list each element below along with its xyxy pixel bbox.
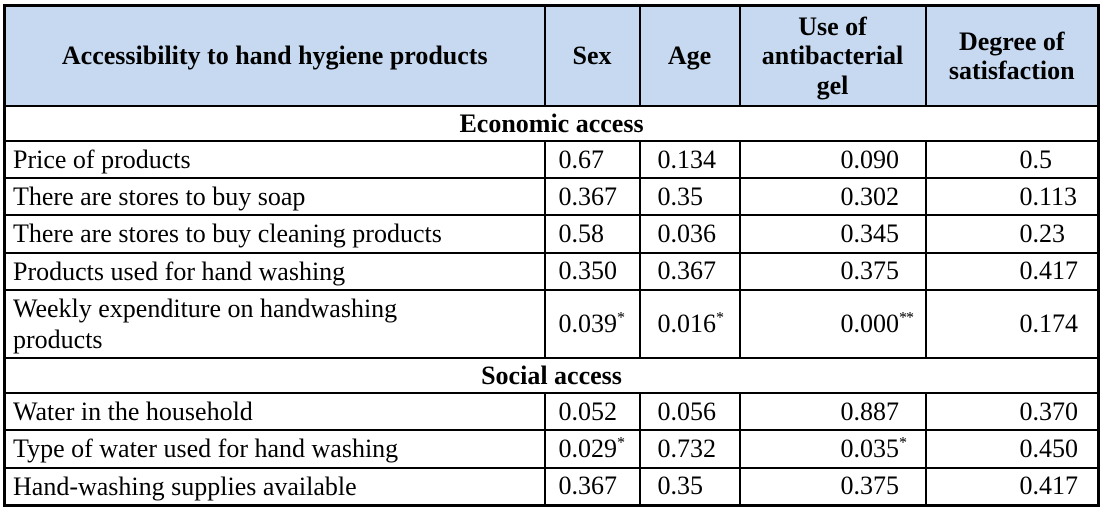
p-value: 0.417 <box>1019 471 1079 501</box>
row-label: Price of products <box>3 139 546 180</box>
value-cell: 0.036 <box>638 214 741 254</box>
value-cell: 0.35 <box>638 466 741 507</box>
value-cell: 0.052 <box>543 392 641 432</box>
column-header-accessibility: Accessibility to hand hygiene products <box>3 4 546 107</box>
row-label: There are stores to buy soap <box>3 177 546 217</box>
value-cell: 0.23 <box>924 214 1100 254</box>
value-cell: 0.016* <box>638 288 741 360</box>
p-value: 0.090 <box>840 144 900 174</box>
value-cell: 0.174 <box>924 288 1100 360</box>
p-value: 0.302 <box>840 181 900 211</box>
header-row: Accessibility to hand hygiene products S… <box>3 4 1100 107</box>
value-cell: 0.113 <box>924 177 1100 217</box>
p-value: 0.887 <box>840 396 900 426</box>
p-value: 0.113 <box>1019 181 1078 211</box>
value-cell: 0.367 <box>543 177 641 217</box>
table-row: There are stores to buy cleaning product… <box>3 214 1100 254</box>
p-value: 0.367 <box>657 256 717 286</box>
value-cell: 0.375 <box>738 466 927 507</box>
value-cell: 0.417 <box>924 466 1100 507</box>
p-value: 0.000 <box>840 308 900 338</box>
p-value: 0.370 <box>1019 396 1079 426</box>
column-header-age: Age <box>638 4 741 107</box>
significance-marker: * <box>617 309 625 327</box>
table-row: Price of products 0.67 0.134 0.090 0.5 <box>3 139 1100 180</box>
p-value: 0.367 <box>558 181 618 211</box>
value-cell: 0.5 <box>924 139 1100 180</box>
row-label: Water in the household <box>3 392 546 432</box>
value-cell: 0.375 <box>738 251 927 291</box>
value-cell: 0.732 <box>638 429 741 469</box>
p-value: 0.134 <box>657 144 717 174</box>
p-value: 0.375 <box>840 256 900 286</box>
p-value: 0.036 <box>657 218 717 248</box>
column-header-sex: Sex <box>543 4 641 107</box>
value-cell: 0.056 <box>638 392 741 432</box>
value-cell: 0.887 <box>738 392 927 432</box>
p-value: 0.732 <box>657 433 717 463</box>
value-cell: 0.417 <box>924 251 1100 291</box>
significance-marker: ** <box>899 309 914 327</box>
p-value: 0.417 <box>1019 256 1079 286</box>
p-value: 0.35 <box>657 181 704 211</box>
column-header-satisfaction: Degree of satisfaction <box>924 4 1100 107</box>
section-title: Social access <box>3 357 1100 395</box>
p-value: 0.016 <box>657 308 717 338</box>
p-value: 0.35 <box>657 471 704 501</box>
value-cell: 0.134 <box>638 139 741 180</box>
p-value: 0.5 <box>1019 144 1053 174</box>
value-cell: 0.345 <box>738 214 927 254</box>
value-cell: 0.35 <box>638 177 741 217</box>
table-row: Type of water used for hand washing 0.029… <box>3 429 1100 469</box>
row-label: There are stores to buy cleaning product… <box>3 214 546 254</box>
value-cell: 0.000** <box>738 288 927 360</box>
section-row: Economic access <box>3 105 1100 142</box>
significance-marker: * <box>716 309 724 327</box>
significance-marker: * <box>617 434 625 452</box>
p-value: 0.367 <box>558 471 618 501</box>
statistics-table: Accessibility to hand hygiene products S… <box>3 4 1100 507</box>
section-title: Economic access <box>3 105 1100 142</box>
value-cell: 0.090 <box>738 139 927 180</box>
p-value: 0.23 <box>1019 218 1066 248</box>
p-value: 0.039 <box>558 308 618 338</box>
p-value: 0.67 <box>558 144 605 174</box>
value-cell: 0.367 <box>543 466 641 507</box>
p-value: 0.345 <box>840 218 900 248</box>
p-value: 0.450 <box>1019 433 1079 463</box>
p-value: 0.58 <box>558 218 605 248</box>
table-body: Economic access Price of products 0.67 0.13… <box>3 105 1100 507</box>
p-value: 0.056 <box>657 396 717 426</box>
table-row: Weekly expenditure on handwashing product… <box>3 288 1100 360</box>
column-header-antibacterial-gel: Use of antibacterial gel <box>738 4 927 107</box>
table-row: Products used for hand washing 0.350 0.367… <box>3 251 1100 291</box>
table-row: Water in the household 0.052 0.056 0.887 0.3… <box>3 392 1100 432</box>
value-cell: 0.039* <box>543 288 641 360</box>
row-label: Weekly expenditure on handwashing product… <box>3 288 546 360</box>
row-label: Products used for hand washing <box>3 251 546 291</box>
p-value: 0.174 <box>1019 308 1079 338</box>
row-label: Type of water used for hand washing <box>3 429 546 469</box>
value-cell: 0.302 <box>738 177 927 217</box>
value-cell: 0.67 <box>543 139 641 180</box>
table-row: There are stores to buy soap 0.367 0.35 0.3… <box>3 177 1100 217</box>
p-value: 0.375 <box>840 471 900 501</box>
table-header: Accessibility to hand hygiene products S… <box>3 4 1100 107</box>
value-cell: 0.367 <box>638 251 741 291</box>
p-value: 0.052 <box>558 396 618 426</box>
p-value: 0.035 <box>840 433 900 463</box>
value-cell: 0.350 <box>543 251 641 291</box>
value-cell: 0.58 <box>543 214 641 254</box>
table-row: Hand-washing supplies available 0.367 0.35… <box>3 466 1100 507</box>
value-cell: 0.370 <box>924 392 1100 432</box>
significance-marker: * <box>899 434 907 452</box>
value-cell: 0.035* <box>738 429 927 469</box>
section-row: Social access <box>3 357 1100 395</box>
p-value: 0.350 <box>558 256 618 286</box>
p-value: 0.029 <box>558 433 618 463</box>
value-cell: 0.029* <box>543 429 641 469</box>
value-cell: 0.450 <box>924 429 1100 469</box>
row-label: Hand-washing supplies available <box>3 466 546 507</box>
